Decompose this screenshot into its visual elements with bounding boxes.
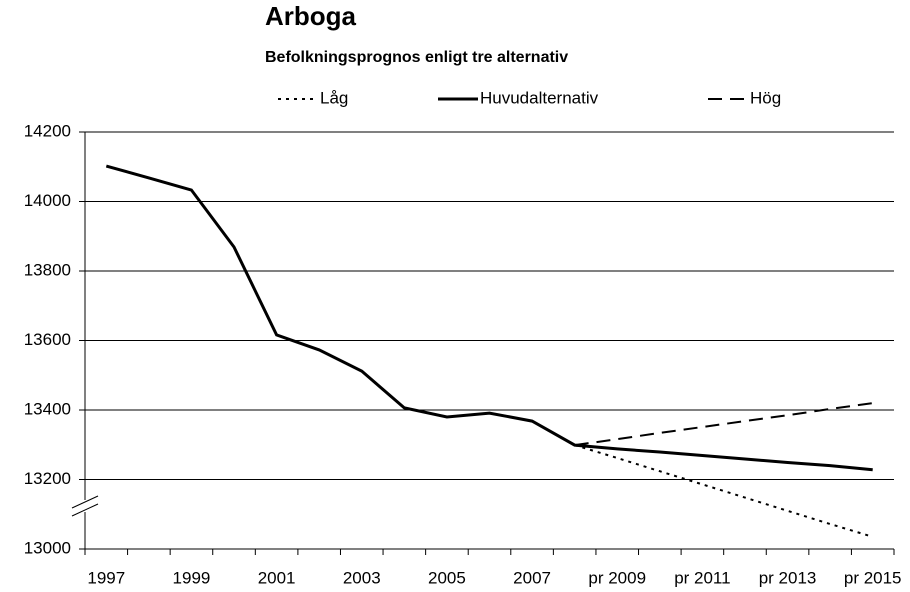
x-tick-label: 2003 <box>343 568 381 587</box>
y-tick-label: 13000 <box>24 538 71 557</box>
series-line <box>105 164 873 472</box>
x-tick-label: 2001 <box>258 568 296 587</box>
x-tick-label: pr 2011 <box>674 568 730 587</box>
x-tick-label: pr 2013 <box>759 568 817 587</box>
x-tick-label: 1999 <box>173 568 211 587</box>
axis-break-mark <box>71 503 99 517</box>
y-tick-label: 14200 <box>24 121 71 140</box>
series-line <box>574 402 873 447</box>
x-tick-label: pr 2015 <box>844 568 902 587</box>
x-tick-label: 2005 <box>428 568 466 587</box>
series-line <box>574 444 873 538</box>
x-tick-label: pr 2009 <box>588 568 646 587</box>
y-tick-label: 13600 <box>24 330 71 349</box>
legend-label: Hög <box>750 88 781 107</box>
x-tick-label: 2007 <box>513 568 551 587</box>
y-tick-label: 13200 <box>24 469 71 488</box>
y-tick-label: 13400 <box>24 399 71 418</box>
chart-title: Arboga <box>265 1 357 31</box>
axis-break-gap <box>70 500 100 512</box>
chart-subtitle: Befolkningsprognos enligt tre alternativ <box>265 49 568 66</box>
axis-break <box>70 495 100 517</box>
y-tick-label: 13800 <box>24 260 71 279</box>
x-tick-label: 1997 <box>87 568 125 587</box>
y-tick-label: 14000 <box>24 191 71 210</box>
axis-break-mark <box>71 495 99 509</box>
legend-label: Låg <box>320 88 348 107</box>
legend-label: Huvudalternativ <box>480 88 599 107</box>
